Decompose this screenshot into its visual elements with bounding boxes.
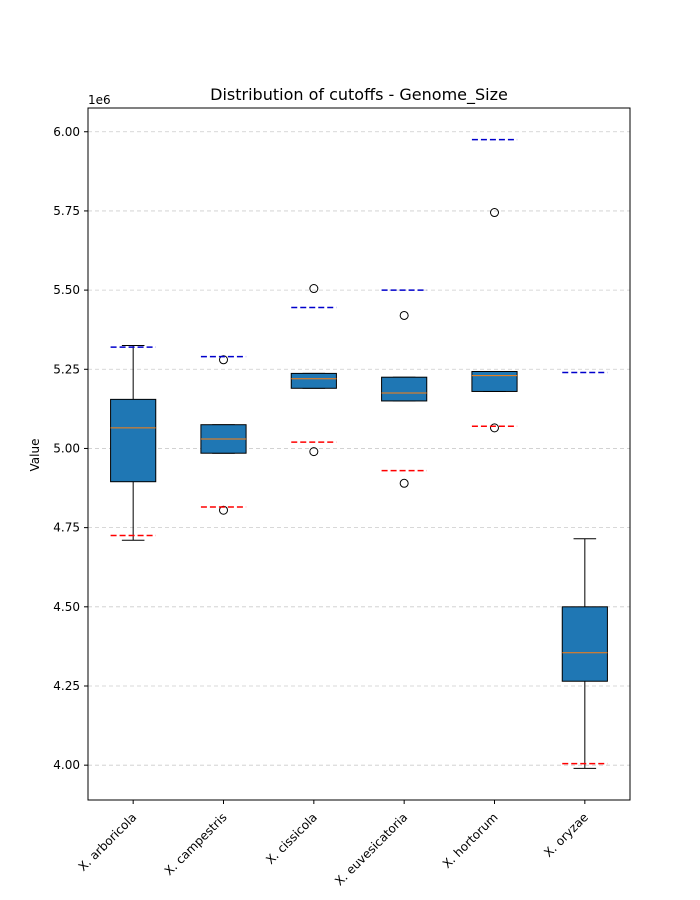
y-offset-label: 1e6 [88,93,111,107]
y-tick-label: 5.75 [53,204,80,218]
outlier-point [309,447,319,457]
iqr-box [110,398,157,483]
y-axis-ticks: 4.00 4.25 4.50 4.75 5.00 5.25 5.50 5.75 6.00 [53,125,88,772]
boxes [110,138,608,769]
box-group [471,138,518,433]
box-group [381,289,428,488]
box-group [561,371,608,769]
outlier-point [399,310,409,320]
outlier-point [490,423,499,433]
y-axis-label: Value [28,439,42,472]
box-group [290,284,337,457]
chart-title: Distribution of cutoffs - Genome_Size [210,85,508,105]
x-tick-label: X. euvesicatoria [332,810,410,888]
box-group [200,355,247,515]
outlier-point [490,208,499,218]
outlier-point [309,284,319,294]
iqr-box [561,606,608,682]
iqr-box [290,372,337,389]
x-tick-label: X. arboricola [76,810,140,874]
iqr-box [381,376,428,402]
y-tick-label: 5.00 [53,441,80,455]
grid-lines [88,131,630,766]
outlier-point [219,505,228,515]
y-tick-label: 4.75 [53,521,80,535]
box-group [110,345,157,541]
x-axis-ticks: X. arboricola X. campestris X. cissicola X.… [76,800,591,888]
x-tick-label: X. campestris [162,810,230,878]
x-tick-label: X. cissicola [263,810,320,867]
y-tick-label: 5.50 [53,283,80,297]
y-tick-label: 4.50 [53,600,80,614]
iqr-box [471,370,518,392]
y-tick-label: 4.25 [53,679,80,693]
x-tick-label: X. hortorum [440,810,501,871]
y-tick-label: 4.00 [53,758,80,772]
plot-frame [87,107,631,801]
y-tick-label: 5.25 [53,362,80,376]
outlier-point [219,355,228,365]
outlier-point [399,478,409,488]
y-tick-label: 6.00 [53,125,80,139]
x-tick-label: X. oryzae [541,810,591,860]
